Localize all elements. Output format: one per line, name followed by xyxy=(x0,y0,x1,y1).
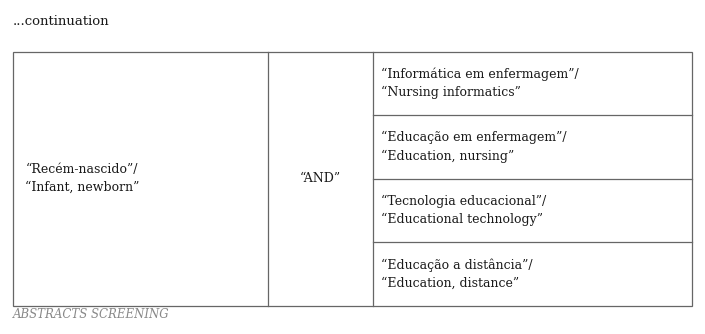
Text: “Informática em enfermagem”/
“Nursing informatics”: “Informática em enfermagem”/ “Nursing in… xyxy=(381,67,579,100)
Text: “Recém-nascido”/
“Infant, newborn”: “Recém-nascido”/ “Infant, newborn” xyxy=(25,163,140,194)
Text: ABSTRACTS SCREENING: ABSTRACTS SCREENING xyxy=(13,308,169,321)
Text: “Educação a distância”/
“Education, distance”: “Educação a distância”/ “Education, dist… xyxy=(381,258,533,290)
Text: “Tecnologia educacional”/
“Educational technology”: “Tecnologia educacional”/ “Educational t… xyxy=(381,195,546,226)
Text: “AND”: “AND” xyxy=(300,172,341,185)
Text: ...continuation: ...continuation xyxy=(13,15,109,28)
Text: “Educação em enfermagem”/
“Education, nursing”: “Educação em enfermagem”/ “Education, nu… xyxy=(381,131,567,163)
